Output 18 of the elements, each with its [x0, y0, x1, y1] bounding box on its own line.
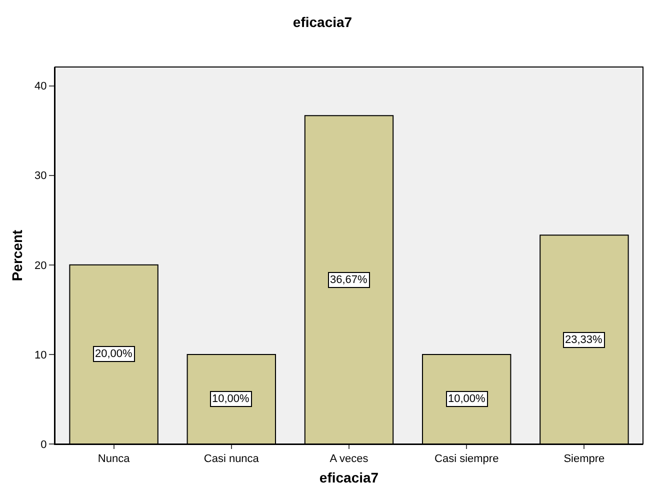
- y-tick-label: 20: [34, 260, 47, 272]
- y-tick-label: 40: [34, 80, 47, 93]
- x-tick-label: Nunca: [98, 453, 131, 466]
- data-label: 20,00%: [95, 348, 133, 360]
- x-tick-label: A veces: [330, 453, 369, 466]
- data-label: 10,00%: [448, 393, 486, 405]
- y-tick-label: 30: [34, 170, 47, 182]
- chart-title: eficacia7: [292, 14, 352, 30]
- y-axis-title: Percent: [9, 229, 26, 282]
- x-tick-label: Casi siempre: [434, 453, 499, 466]
- x-tick-label: Casi nunca: [204, 453, 260, 466]
- x-axis-title: eficacia7: [319, 470, 379, 486]
- y-tick-label: 0: [40, 438, 47, 451]
- data-label: 36,67%: [330, 274, 368, 286]
- data-label: 23,33%: [565, 334, 603, 346]
- y-tick-label: 10: [34, 349, 47, 362]
- data-label: 10,00%: [212, 393, 250, 405]
- x-tick-label: Siempre: [564, 453, 605, 466]
